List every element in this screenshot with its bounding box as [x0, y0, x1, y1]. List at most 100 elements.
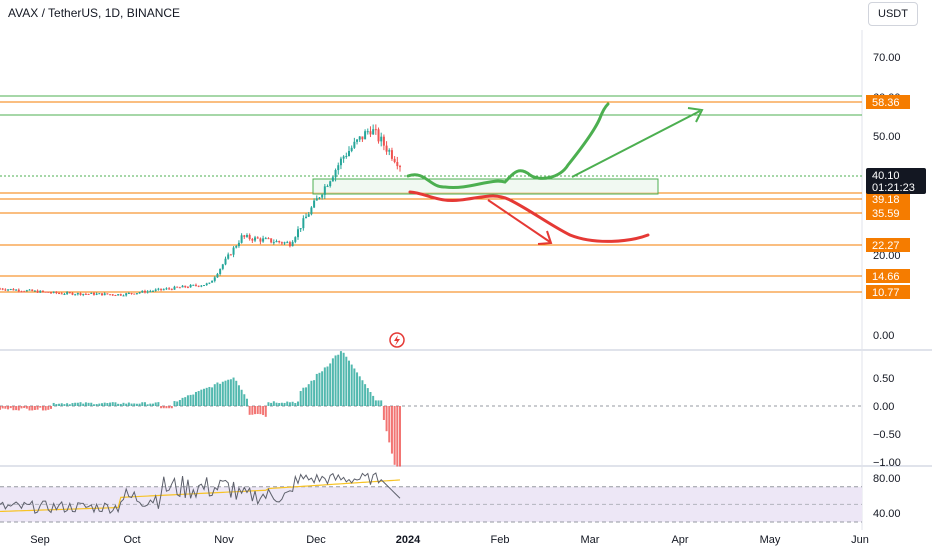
candle: [68, 292, 71, 294]
candle: [173, 286, 176, 290]
oscillator-bar: [28, 406, 31, 411]
oscillator-bar: [356, 372, 359, 406]
oscillator-bar: [291, 401, 294, 406]
rsi-tick-label: 80.00: [873, 473, 901, 485]
oscillator-bar: [329, 363, 332, 406]
candle: [364, 131, 367, 140]
candle: [339, 158, 342, 166]
bullish-arrowhead: [687, 107, 704, 123]
oscillator-bar: [313, 380, 316, 406]
oscillator-bar: [154, 402, 157, 406]
oscillator-bar: [39, 406, 42, 408]
oscillator-bar: [15, 406, 18, 411]
oscillator-bar: [248, 406, 251, 415]
candle: [41, 290, 44, 292]
level-label: 39.18: [872, 194, 900, 206]
candle: [82, 293, 85, 295]
candle: [66, 292, 69, 294]
candle: [36, 290, 39, 293]
candle: [98, 293, 101, 295]
candle: [186, 287, 189, 289]
oscillator-bar: [364, 384, 367, 406]
candle: [280, 242, 283, 244]
candle: [1, 288, 4, 290]
candle: [23, 291, 26, 293]
oscillator-bar: [283, 402, 286, 406]
oscillator-bar: [114, 402, 117, 406]
oscillator-bar: [299, 391, 302, 406]
oscillator-bar: [229, 379, 232, 406]
oscillator-bar: [98, 403, 101, 406]
candle: [12, 288, 15, 291]
candle: [272, 242, 275, 244]
level-label-bg: [866, 238, 910, 252]
candle: [208, 282, 211, 284]
oscillator-bar: [63, 404, 66, 406]
candle: [58, 293, 61, 295]
candle: [342, 156, 345, 159]
candle: [176, 286, 179, 288]
oscillator-bar: [227, 379, 230, 406]
candle: [211, 280, 214, 283]
oscillator-bar: [181, 397, 184, 406]
candle: [331, 177, 334, 182]
oscillator-bar: [41, 406, 44, 411]
oscillator-bar: [168, 406, 171, 409]
candle: [361, 136, 364, 140]
candle: [138, 292, 141, 294]
candle: [382, 136, 385, 146]
currency-button[interactable]: USDT: [868, 2, 918, 26]
oscillator-bar: [305, 387, 308, 406]
candle: [106, 293, 109, 295]
oscillator-bar: [251, 406, 254, 415]
candle: [122, 295, 125, 297]
oscillator-bar: [393, 406, 396, 465]
level-label-bg: [866, 192, 910, 206]
candle: [224, 258, 227, 265]
candle: [388, 150, 391, 152]
candle: [385, 145, 388, 152]
bearish-arrowhead: [537, 230, 553, 245]
oscillator-bar: [173, 401, 176, 406]
candle: [119, 294, 122, 296]
candle: [305, 216, 308, 219]
oscillator-bar: [52, 402, 55, 406]
oscillator-bar: [254, 406, 257, 415]
oscillator-bar: [127, 402, 130, 406]
candle: [205, 283, 208, 286]
oscillator-bar: [280, 402, 283, 406]
candle: [200, 285, 203, 287]
candle: [286, 242, 289, 244]
candle: [323, 186, 326, 195]
candle: [203, 285, 206, 287]
oscillator-bar: [0, 406, 1, 410]
oscillator-bar: [192, 394, 195, 406]
oscillator-bar: [388, 406, 391, 443]
candle: [353, 141, 356, 148]
symbol-title: AVAX / TetherUS, 1D, BINANCE: [8, 6, 181, 20]
oscillator-bar: [213, 384, 216, 406]
candle: [245, 235, 248, 237]
oscillator-bar: [103, 402, 106, 406]
bullish-projection-curve: [406, 102, 610, 189]
oscillator-bar: [23, 406, 26, 409]
candle: [219, 268, 222, 274]
oscillator-bar: [135, 403, 138, 406]
candle: [160, 288, 163, 290]
candle: [28, 289, 31, 291]
candle: [251, 239, 254, 241]
candle: [243, 235, 246, 237]
oscillator-bar: [353, 368, 356, 406]
candle: [162, 289, 165, 291]
time-axis-label: Oct: [123, 534, 140, 546]
candle: [232, 247, 235, 255]
candle: [130, 293, 133, 295]
candle: [310, 207, 313, 215]
oscillator-bar: [44, 406, 47, 411]
candle: [39, 290, 42, 293]
rsi-tick-label: 40.00: [873, 508, 901, 520]
time-axis-label: Mar: [581, 534, 600, 546]
oscillator-bar: [71, 403, 74, 406]
